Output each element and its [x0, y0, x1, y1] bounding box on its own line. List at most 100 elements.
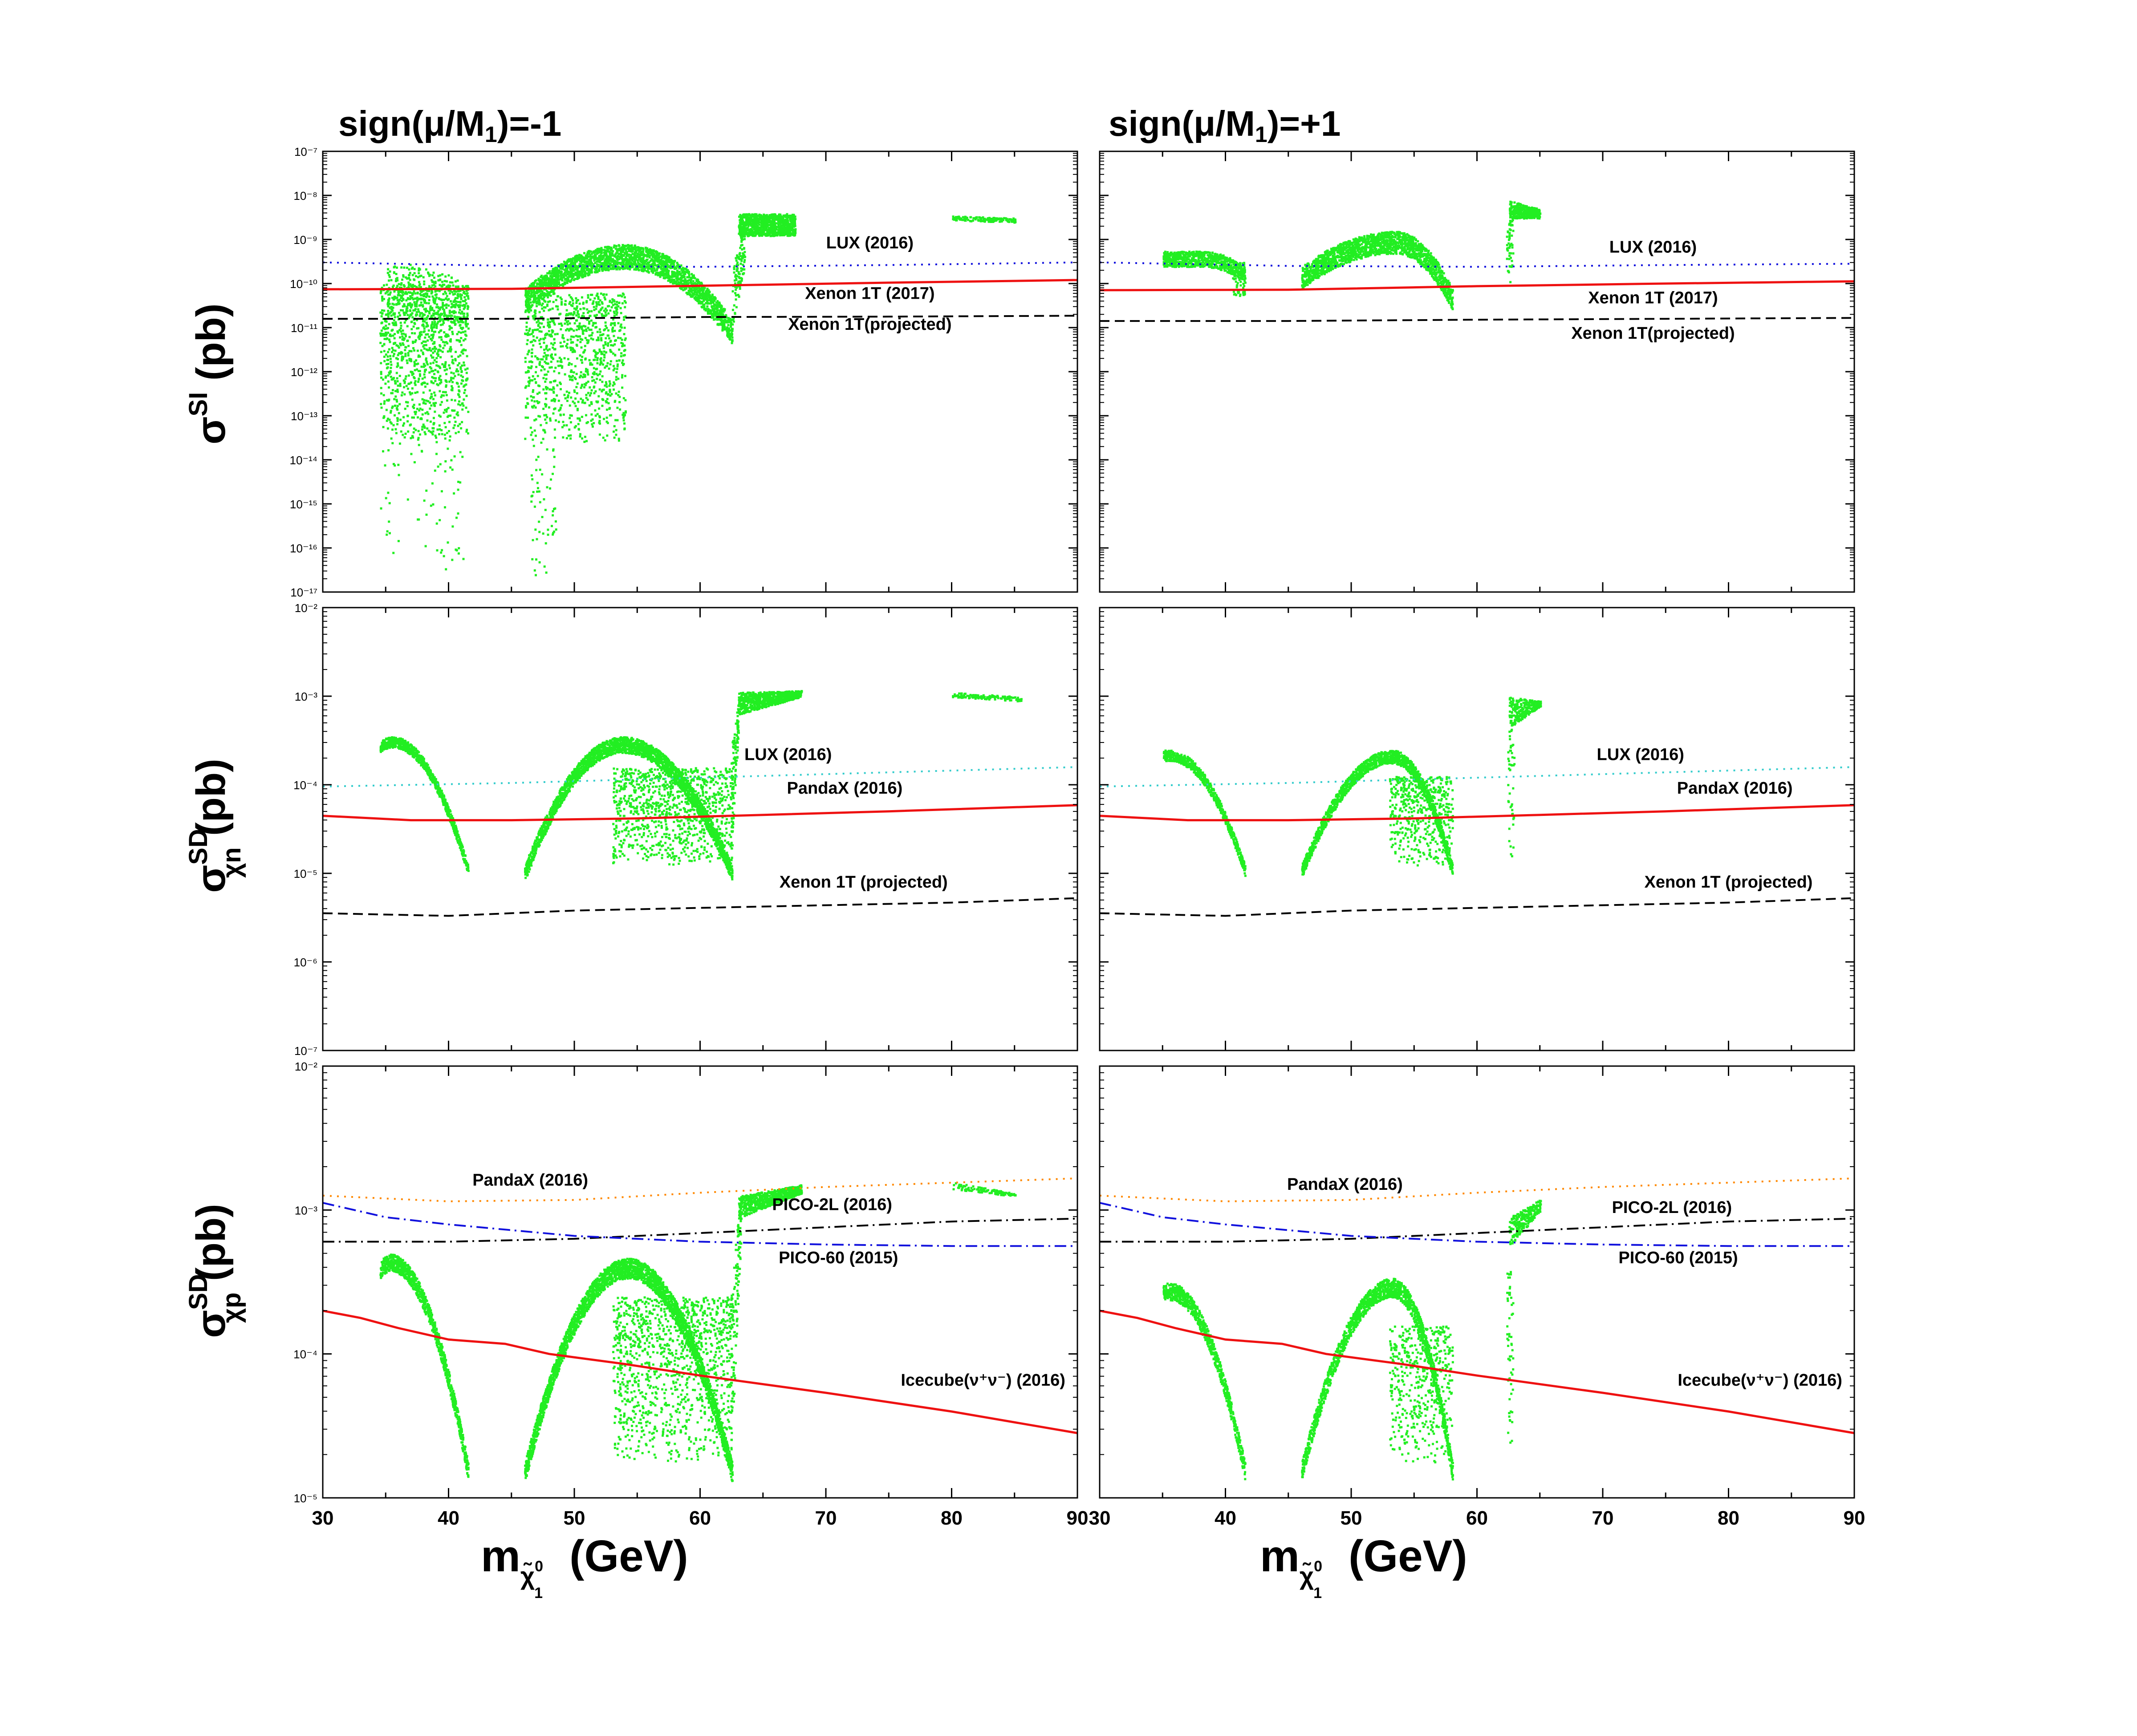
data-point [451, 276, 453, 279]
data-point [453, 289, 455, 292]
data-point [432, 430, 435, 433]
data-point [609, 253, 611, 256]
data-point [639, 247, 642, 249]
data-point [676, 264, 678, 267]
data-point [412, 298, 414, 300]
data-point [710, 297, 713, 300]
data-point [670, 280, 673, 283]
data-point [385, 363, 388, 365]
data-point [392, 424, 395, 426]
data-point [388, 520, 390, 523]
data-point [442, 391, 444, 393]
data-point [587, 381, 589, 383]
data-point [434, 369, 437, 371]
data-point [528, 377, 531, 379]
data-point [440, 284, 443, 287]
data-point [544, 418, 547, 421]
data-point [395, 273, 398, 275]
data-point [524, 386, 527, 389]
data-point [452, 410, 455, 412]
data-point [588, 259, 591, 261]
data-point [448, 292, 451, 295]
data-point [542, 532, 544, 535]
data-point [560, 274, 562, 276]
data-point [437, 320, 439, 323]
data-point [396, 277, 398, 280]
data-point [533, 429, 536, 432]
data-point [438, 297, 440, 300]
data-point [605, 351, 607, 354]
data-point [580, 346, 583, 349]
data-point [610, 252, 613, 255]
data-point [388, 398, 390, 401]
data-point [583, 252, 585, 255]
data-point [612, 326, 614, 329]
data-point [429, 309, 432, 312]
scatter-series-p00 [379, 213, 1017, 576]
data-point [447, 335, 450, 337]
data-point [553, 370, 556, 373]
data-point [560, 265, 562, 268]
data-point [545, 283, 548, 286]
data-point [527, 291, 530, 293]
data-point [599, 370, 602, 373]
data-point [592, 338, 594, 341]
data-point [701, 300, 704, 303]
data-point [576, 345, 578, 347]
data-point [429, 366, 431, 369]
data-point [612, 250, 614, 252]
data-point [435, 327, 438, 329]
data-point [677, 281, 680, 284]
data-point [542, 377, 545, 379]
data-point [640, 251, 642, 254]
data-point [440, 336, 443, 338]
data-point [416, 319, 418, 321]
data-point [412, 431, 415, 434]
data-point [459, 340, 461, 342]
data-point [670, 259, 673, 262]
data-point [463, 361, 465, 364]
data-point [540, 365, 543, 368]
data-point [397, 330, 399, 333]
data-point [727, 316, 730, 319]
data-point [461, 304, 464, 307]
data-point [598, 433, 601, 436]
data-point [566, 282, 569, 284]
data-point [440, 490, 443, 493]
data-point [387, 332, 390, 334]
data-point [435, 436, 438, 439]
data-point [525, 329, 528, 332]
data-point [617, 249, 620, 251]
data-point [532, 300, 535, 303]
data-point [559, 312, 562, 315]
data-point [589, 394, 591, 397]
data-point [435, 441, 438, 443]
data-point [420, 294, 423, 296]
data-point [569, 417, 571, 419]
data-point [621, 374, 624, 377]
data-point [445, 333, 447, 336]
data-point [605, 259, 608, 262]
data-point [570, 396, 573, 399]
data-point [401, 357, 403, 359]
data-point [695, 296, 697, 299]
data-point [567, 434, 570, 437]
data-point [393, 398, 396, 401]
data-point [634, 267, 637, 269]
data-point [608, 264, 611, 267]
data-point [613, 322, 616, 324]
data-point [402, 434, 404, 436]
data-point [535, 279, 537, 282]
data-point [581, 416, 583, 418]
data-point [437, 465, 439, 468]
data-point [590, 257, 593, 260]
data-point [566, 272, 569, 275]
data-point [658, 256, 661, 259]
data-point [585, 301, 588, 304]
data-point [409, 295, 412, 297]
data-point [385, 324, 387, 327]
data-point [534, 528, 537, 531]
data-point [381, 299, 384, 302]
data-point [620, 248, 622, 251]
data-point [551, 335, 553, 338]
